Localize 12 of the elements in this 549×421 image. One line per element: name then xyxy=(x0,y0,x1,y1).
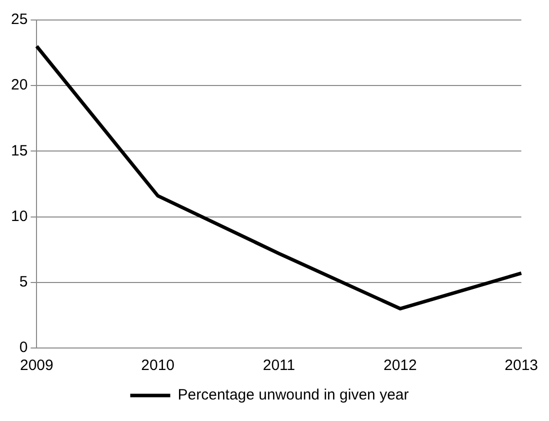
y-tick-label: 0 xyxy=(19,339,28,356)
y-tick-label: 5 xyxy=(19,274,28,291)
x-tick-label: 2011 xyxy=(262,357,296,374)
y-tick-label: 20 xyxy=(10,76,28,94)
x-tick-label: 2012 xyxy=(383,357,417,374)
legend-label: Percentage unwound in given year xyxy=(178,386,409,404)
x-tick-label: 2010 xyxy=(141,357,175,374)
x-tick-label: 2013 xyxy=(504,357,538,374)
x-tick-label: 2009 xyxy=(20,357,54,374)
y-tick-label: 25 xyxy=(10,11,28,28)
y-tick-label: 10 xyxy=(10,208,28,225)
y-tick-label: 15 xyxy=(10,142,28,160)
